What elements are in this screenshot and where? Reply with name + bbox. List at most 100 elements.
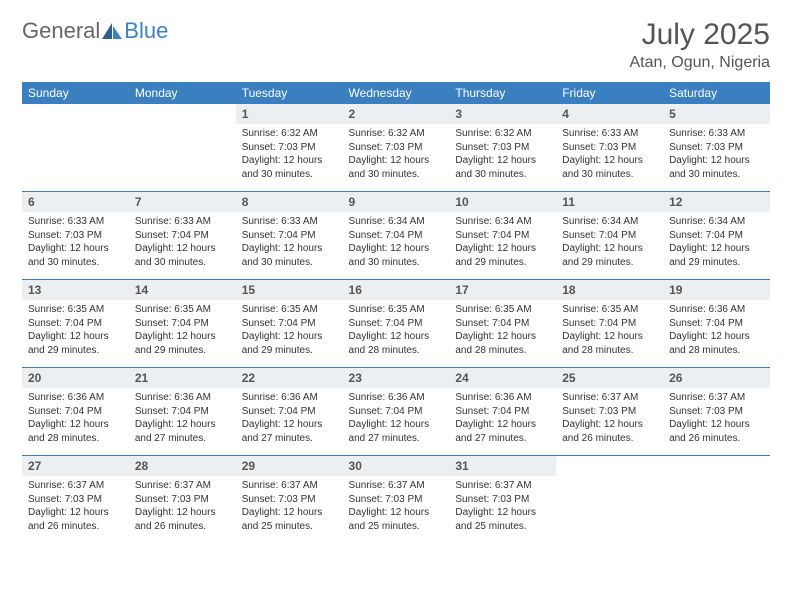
day-details: Sunrise: 6:33 AM Sunset: 7:03 PM Dayligh… xyxy=(556,124,663,191)
calendar-cell: 11Sunrise: 6:34 AM Sunset: 7:04 PM Dayli… xyxy=(556,192,663,280)
day-number: 26 xyxy=(663,368,770,388)
day-details: Sunrise: 6:33 AM Sunset: 7:03 PM Dayligh… xyxy=(663,124,770,191)
calendar-cell: 15Sunrise: 6:35 AM Sunset: 7:04 PM Dayli… xyxy=(236,280,343,368)
calendar-cell: .. xyxy=(556,456,663,544)
calendar-week-row: 13Sunrise: 6:35 AM Sunset: 7:04 PM Dayli… xyxy=(22,280,770,368)
day-number: 22 xyxy=(236,368,343,388)
day-details: Sunrise: 6:35 AM Sunset: 7:04 PM Dayligh… xyxy=(236,300,343,367)
day-number: 7 xyxy=(129,192,236,212)
col-sunday: Sunday xyxy=(22,82,129,104)
day-number: 2 xyxy=(343,104,450,124)
day-details: Sunrise: 6:32 AM Sunset: 7:03 PM Dayligh… xyxy=(449,124,556,191)
logo: General Blue xyxy=(22,18,168,44)
day-number: 31 xyxy=(449,456,556,476)
calendar-cell: 9Sunrise: 6:34 AM Sunset: 7:04 PM Daylig… xyxy=(343,192,450,280)
calendar-cell: 31Sunrise: 6:37 AM Sunset: 7:03 PM Dayli… xyxy=(449,456,556,544)
day-details: Sunrise: 6:36 AM Sunset: 7:04 PM Dayligh… xyxy=(236,388,343,455)
day-number: 5 xyxy=(663,104,770,124)
day-number: 11 xyxy=(556,192,663,212)
col-saturday: Saturday xyxy=(663,82,770,104)
calendar-cell: 13Sunrise: 6:35 AM Sunset: 7:04 PM Dayli… xyxy=(22,280,129,368)
calendar-cell: 23Sunrise: 6:36 AM Sunset: 7:04 PM Dayli… xyxy=(343,368,450,456)
day-number: 15 xyxy=(236,280,343,300)
day-number: 1 xyxy=(236,104,343,124)
calendar-cell: .. xyxy=(663,456,770,544)
day-number: 4 xyxy=(556,104,663,124)
day-details: Sunrise: 6:35 AM Sunset: 7:04 PM Dayligh… xyxy=(22,300,129,367)
day-details: Sunrise: 6:33 AM Sunset: 7:04 PM Dayligh… xyxy=(129,212,236,279)
calendar-cell: 1Sunrise: 6:32 AM Sunset: 7:03 PM Daylig… xyxy=(236,104,343,192)
col-tuesday: Tuesday xyxy=(236,82,343,104)
calendar-cell: .. xyxy=(22,104,129,192)
weekday-header-row: Sunday Monday Tuesday Wednesday Thursday… xyxy=(22,82,770,104)
calendar-cell: 30Sunrise: 6:37 AM Sunset: 7:03 PM Dayli… xyxy=(343,456,450,544)
col-thursday: Thursday xyxy=(449,82,556,104)
calendar-week-row: 27Sunrise: 6:37 AM Sunset: 7:03 PM Dayli… xyxy=(22,456,770,544)
day-details: Sunrise: 6:34 AM Sunset: 7:04 PM Dayligh… xyxy=(663,212,770,279)
calendar-cell: 7Sunrise: 6:33 AM Sunset: 7:04 PM Daylig… xyxy=(129,192,236,280)
day-details: Sunrise: 6:35 AM Sunset: 7:04 PM Dayligh… xyxy=(343,300,450,367)
day-details: Sunrise: 6:37 AM Sunset: 7:03 PM Dayligh… xyxy=(236,476,343,543)
day-details: Sunrise: 6:37 AM Sunset: 7:03 PM Dayligh… xyxy=(22,476,129,543)
day-number: 25 xyxy=(556,368,663,388)
day-number: 27 xyxy=(22,456,129,476)
location-subtitle: Atan, Ogun, Nigeria xyxy=(629,54,770,72)
day-number: 19 xyxy=(663,280,770,300)
calendar-cell: 19Sunrise: 6:36 AM Sunset: 7:04 PM Dayli… xyxy=(663,280,770,368)
day-number: 17 xyxy=(449,280,556,300)
calendar-body: ....1Sunrise: 6:32 AM Sunset: 7:03 PM Da… xyxy=(22,104,770,543)
calendar-cell: 28Sunrise: 6:37 AM Sunset: 7:03 PM Dayli… xyxy=(129,456,236,544)
calendar-cell: 16Sunrise: 6:35 AM Sunset: 7:04 PM Dayli… xyxy=(343,280,450,368)
day-number: 18 xyxy=(556,280,663,300)
calendar-cell: 29Sunrise: 6:37 AM Sunset: 7:03 PM Dayli… xyxy=(236,456,343,544)
header: General Blue July 2025 Atan, Ogun, Niger… xyxy=(22,18,770,72)
calendar-cell: 2Sunrise: 6:32 AM Sunset: 7:03 PM Daylig… xyxy=(343,104,450,192)
day-details: Sunrise: 6:36 AM Sunset: 7:04 PM Dayligh… xyxy=(22,388,129,455)
title-block: July 2025 Atan, Ogun, Nigeria xyxy=(629,18,770,72)
day-details: Sunrise: 6:37 AM Sunset: 7:03 PM Dayligh… xyxy=(663,388,770,455)
calendar-cell: 14Sunrise: 6:35 AM Sunset: 7:04 PM Dayli… xyxy=(129,280,236,368)
day-number: 23 xyxy=(343,368,450,388)
day-number: 16 xyxy=(343,280,450,300)
calendar-cell: 4Sunrise: 6:33 AM Sunset: 7:03 PM Daylig… xyxy=(556,104,663,192)
calendar-cell: 20Sunrise: 6:36 AM Sunset: 7:04 PM Dayli… xyxy=(22,368,129,456)
col-friday: Friday xyxy=(556,82,663,104)
day-details: Sunrise: 6:33 AM Sunset: 7:04 PM Dayligh… xyxy=(236,212,343,279)
day-number: 6 xyxy=(22,192,129,212)
day-details: Sunrise: 6:35 AM Sunset: 7:04 PM Dayligh… xyxy=(556,300,663,367)
logo-sail-icon xyxy=(102,23,122,39)
calendar-cell: 6Sunrise: 6:33 AM Sunset: 7:03 PM Daylig… xyxy=(22,192,129,280)
day-details: Sunrise: 6:32 AM Sunset: 7:03 PM Dayligh… xyxy=(236,124,343,191)
day-number: 24 xyxy=(449,368,556,388)
calendar-cell: 26Sunrise: 6:37 AM Sunset: 7:03 PM Dayli… xyxy=(663,368,770,456)
day-details: Sunrise: 6:34 AM Sunset: 7:04 PM Dayligh… xyxy=(556,212,663,279)
page-title: July 2025 xyxy=(629,18,770,52)
day-details: Sunrise: 6:37 AM Sunset: 7:03 PM Dayligh… xyxy=(449,476,556,543)
calendar-cell: 25Sunrise: 6:37 AM Sunset: 7:03 PM Dayli… xyxy=(556,368,663,456)
calendar-cell: 3Sunrise: 6:32 AM Sunset: 7:03 PM Daylig… xyxy=(449,104,556,192)
day-number: 21 xyxy=(129,368,236,388)
calendar-week-row: 6Sunrise: 6:33 AM Sunset: 7:03 PM Daylig… xyxy=(22,192,770,280)
day-number: 12 xyxy=(663,192,770,212)
calendar-cell: 21Sunrise: 6:36 AM Sunset: 7:04 PM Dayli… xyxy=(129,368,236,456)
day-number: 8 xyxy=(236,192,343,212)
calendar-cell: 8Sunrise: 6:33 AM Sunset: 7:04 PM Daylig… xyxy=(236,192,343,280)
calendar-cell: .. xyxy=(129,104,236,192)
day-details: Sunrise: 6:35 AM Sunset: 7:04 PM Dayligh… xyxy=(129,300,236,367)
col-wednesday: Wednesday xyxy=(343,82,450,104)
calendar-cell: 12Sunrise: 6:34 AM Sunset: 7:04 PM Dayli… xyxy=(663,192,770,280)
calendar-table: Sunday Monday Tuesday Wednesday Thursday… xyxy=(22,82,770,543)
calendar-cell: 22Sunrise: 6:36 AM Sunset: 7:04 PM Dayli… xyxy=(236,368,343,456)
logo-text-2: Blue xyxy=(124,18,168,44)
day-number: 14 xyxy=(129,280,236,300)
day-details: Sunrise: 6:32 AM Sunset: 7:03 PM Dayligh… xyxy=(343,124,450,191)
calendar-cell: 17Sunrise: 6:35 AM Sunset: 7:04 PM Dayli… xyxy=(449,280,556,368)
day-details: Sunrise: 6:36 AM Sunset: 7:04 PM Dayligh… xyxy=(449,388,556,455)
calendar-cell: 27Sunrise: 6:37 AM Sunset: 7:03 PM Dayli… xyxy=(22,456,129,544)
calendar-cell: 18Sunrise: 6:35 AM Sunset: 7:04 PM Dayli… xyxy=(556,280,663,368)
day-number: 3 xyxy=(449,104,556,124)
day-number: 13 xyxy=(22,280,129,300)
calendar-cell: 5Sunrise: 6:33 AM Sunset: 7:03 PM Daylig… xyxy=(663,104,770,192)
day-details: Sunrise: 6:36 AM Sunset: 7:04 PM Dayligh… xyxy=(343,388,450,455)
day-details: Sunrise: 6:37 AM Sunset: 7:03 PM Dayligh… xyxy=(556,388,663,455)
